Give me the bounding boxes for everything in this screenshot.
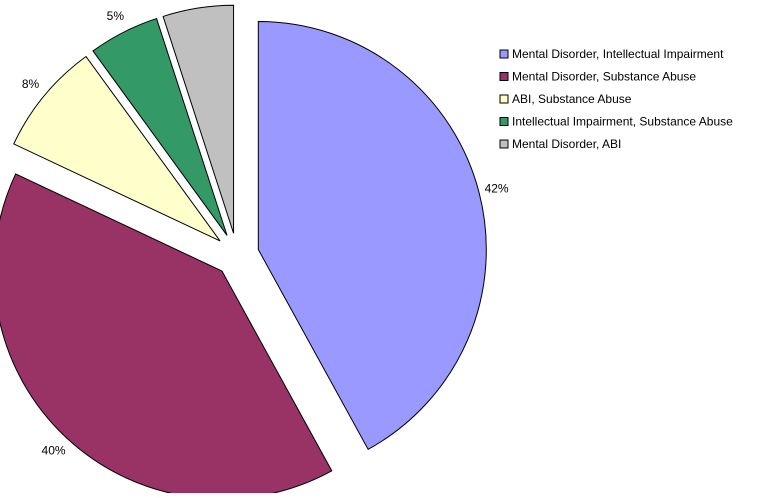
legend-swatch: [499, 117, 509, 126]
legend-swatch: [499, 94, 509, 104]
pie-slice-intellectual-impairment-substance-abuse: [92, 17, 228, 236]
legend-swatch: [499, 49, 509, 59]
legend-swatch: [499, 139, 509, 149]
legend-item-mental-disorder-intellectual-impairment: Mental Disorder, Intellectual Impairment: [499, 47, 724, 61]
data-label-abi-substance-abuse: 8%: [22, 77, 40, 91]
legend-item-abi-substance-abuse: ABI, Substance Abuse: [499, 92, 632, 106]
pie-slice-mental-disorder-abi: [162, 4, 235, 234]
legend-label: Intellectual Impairment, Substance Abuse: [512, 115, 733, 129]
legend: Mental Disorder, Intellectual Impairment…: [499, 47, 733, 151]
pie-slice-mental-disorder-intellectual-impairment: [257, 21, 487, 451]
legend-label: ABI, Substance Abuse: [512, 92, 632, 106]
legend-label: Mental Disorder, Intellectual Impairment: [512, 47, 724, 61]
pie-slices: [0, 4, 487, 498]
data-label-mental-disorder-substance-abuse: 40%: [42, 443, 66, 457]
data-label-intellectual-impairment-substance-abuse: 5%: [107, 9, 125, 23]
legend-swatch: [499, 72, 509, 81]
legend-label: Mental Disorder, Substance Abuse: [512, 70, 696, 84]
data-label-mental-disorder-intellectual-impairment: 42%: [485, 181, 509, 195]
legend-item-mental-disorder-abi: Mental Disorder, ABI: [499, 137, 621, 151]
legend-label: Mental Disorder, ABI: [512, 137, 621, 151]
pie-slice-abi-substance-abuse: [13, 55, 221, 242]
legend-item-intellectual-impairment-substance-abuse: Intellectual Impairment, Substance Abuse: [499, 115, 733, 129]
legend-item-mental-disorder-substance-abuse: Mental Disorder, Substance Abuse: [499, 70, 696, 84]
pie-data-labels: 42%40%8%5%5%: [22, 9, 509, 457]
